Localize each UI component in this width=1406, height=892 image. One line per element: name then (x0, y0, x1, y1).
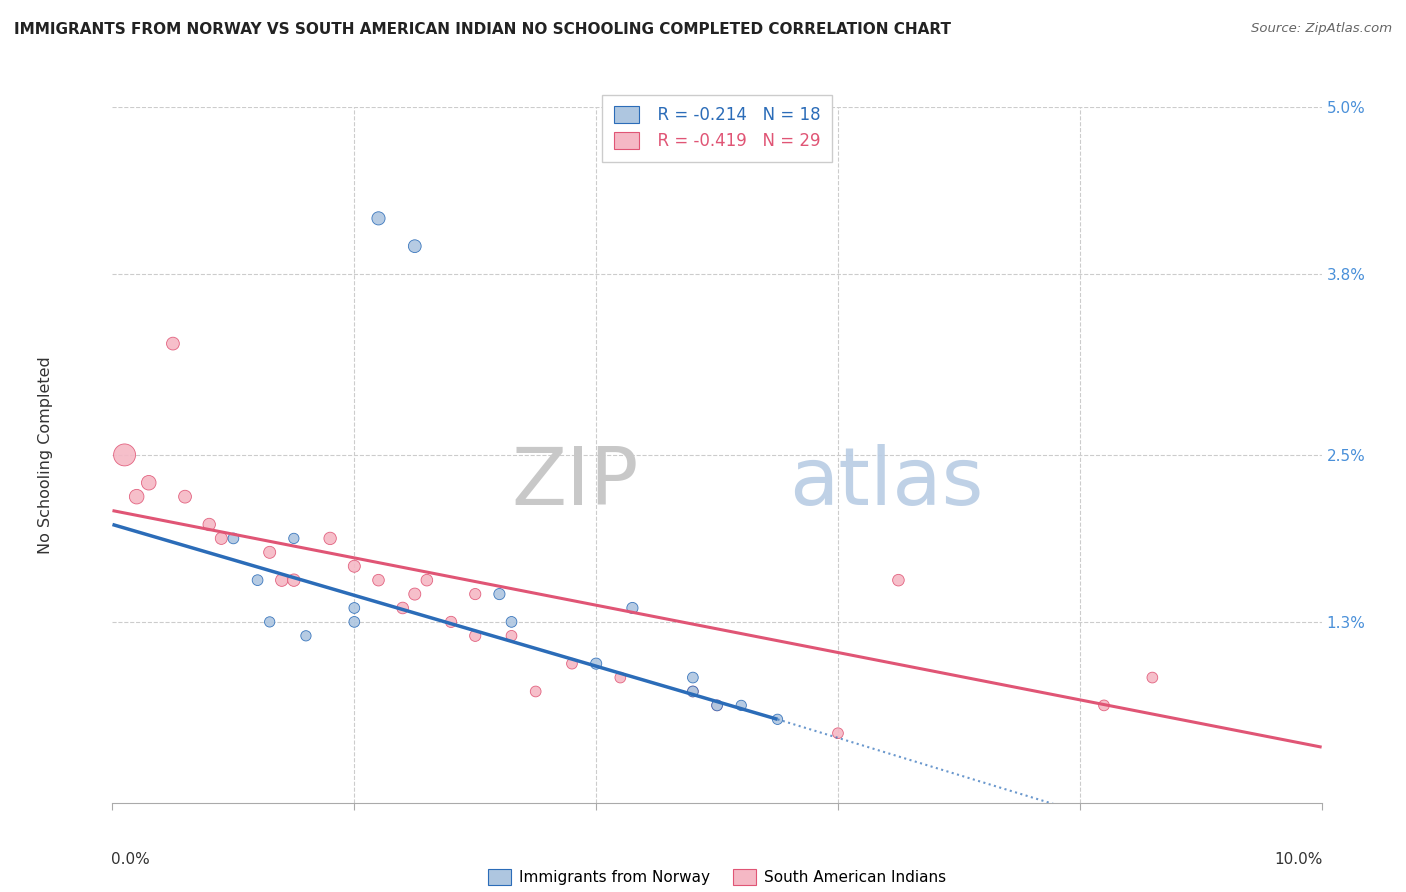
Point (162, 336, 184, 351)
Point (114, 448, 136, 462)
Point (464, 629, 486, 643)
Point (367, 573, 389, 587)
Point (730, 698, 752, 713)
Text: IMMIGRANTS FROM NORWAY VS SOUTH AMERICAN INDIAN NO SCHOOLING COMPLETED CORRELATI: IMMIGRANTS FROM NORWAY VS SOUTH AMERICAN… (14, 22, 950, 37)
Point (501, 629, 523, 643)
Point (283, 573, 305, 587)
Point (524, 684, 547, 698)
Point (416, 573, 439, 587)
Point (246, 573, 269, 587)
Point (259, 615, 281, 629)
Point (501, 615, 523, 629)
Point (259, 545, 281, 559)
Point (682, 684, 704, 698)
Text: 10.0%: 10.0% (1274, 852, 1323, 866)
Point (440, 615, 463, 629)
Text: No Schooling Completed: No Schooling Completed (38, 356, 53, 554)
Point (887, 573, 910, 587)
Point (682, 671, 704, 685)
Point (343, 559, 366, 574)
Point (609, 671, 631, 685)
Point (270, 573, 292, 587)
Point (488, 587, 510, 601)
Legend: Immigrants from Norway, South American Indians: Immigrants from Norway, South American I… (481, 862, 953, 892)
Point (464, 587, 486, 601)
Point (391, 601, 413, 615)
Point (283, 532, 305, 546)
Point (827, 726, 849, 740)
Point (295, 629, 318, 643)
Point (198, 517, 221, 532)
Point (404, 239, 426, 253)
Text: Source: ZipAtlas.com: Source: ZipAtlas.com (1251, 22, 1392, 36)
Point (706, 698, 728, 713)
Point (766, 712, 789, 726)
Point (706, 698, 728, 713)
Point (585, 657, 607, 671)
Point (343, 601, 366, 615)
Text: ZIP: ZIP (512, 443, 638, 522)
Point (1142, 671, 1164, 685)
Point (222, 532, 245, 546)
Point (621, 601, 644, 615)
Point (138, 475, 160, 490)
Point (319, 532, 342, 546)
Point (174, 490, 197, 504)
Text: 0.0%: 0.0% (111, 852, 150, 866)
Point (125, 490, 148, 504)
Point (404, 587, 426, 601)
Point (682, 684, 704, 698)
Text: atlas: atlas (790, 443, 984, 522)
Point (209, 532, 232, 546)
Point (343, 615, 366, 629)
Point (561, 657, 583, 671)
Point (367, 211, 389, 226)
Point (1092, 698, 1115, 713)
